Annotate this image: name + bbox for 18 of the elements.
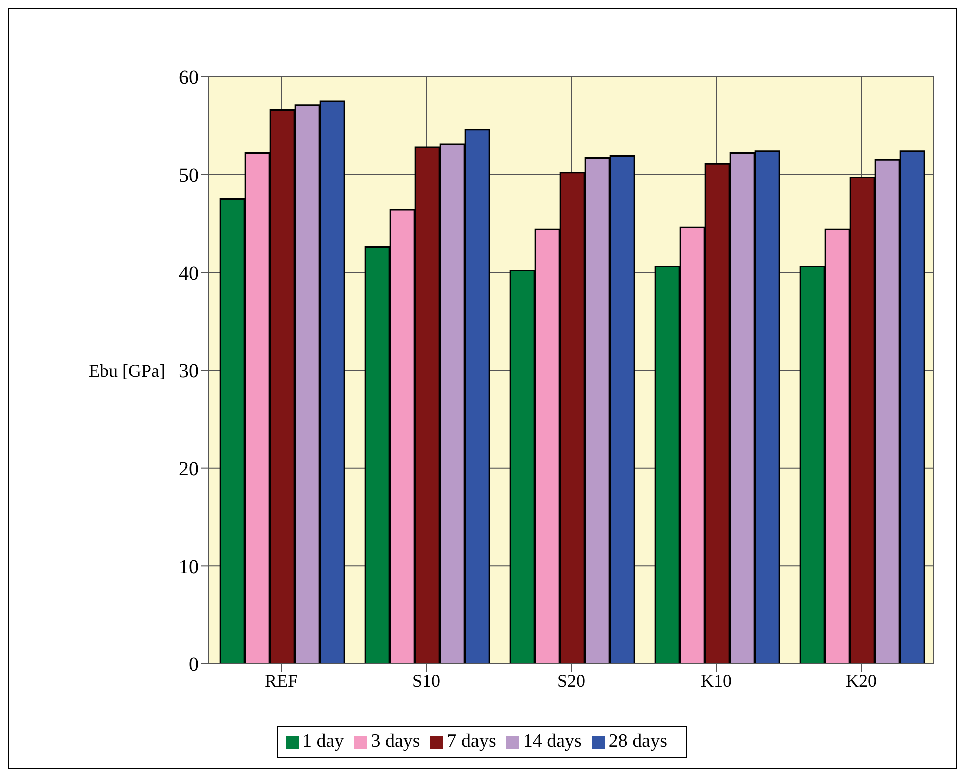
y-tick-label: 40 <box>179 262 199 285</box>
legend-label: 7 days <box>447 731 496 752</box>
x-tick-label: REF <box>264 670 298 691</box>
x-tick-label: S20 <box>557 670 586 691</box>
x-tick-label: K10 <box>701 670 732 691</box>
y-tick-label: 10 <box>179 556 199 578</box>
legend-label: 28 days <box>608 731 668 752</box>
legend-label: 1 day <box>302 731 344 752</box>
y-tick-label: 0 <box>189 654 199 676</box>
x-tick-label: S10 <box>412 670 441 691</box>
legend-label: 14 days <box>523 731 582 752</box>
y-tick-label: 50 <box>179 164 199 187</box>
y-tick-label: 20 <box>179 458 199 480</box>
legend-label: 3 days <box>371 731 420 752</box>
y-tick-label: 60 <box>179 67 199 90</box>
y-tick-label: 30 <box>179 360 199 383</box>
y-axis-title: Ebu [GPa] <box>89 360 166 381</box>
x-tick-label: K20 <box>846 670 877 691</box>
